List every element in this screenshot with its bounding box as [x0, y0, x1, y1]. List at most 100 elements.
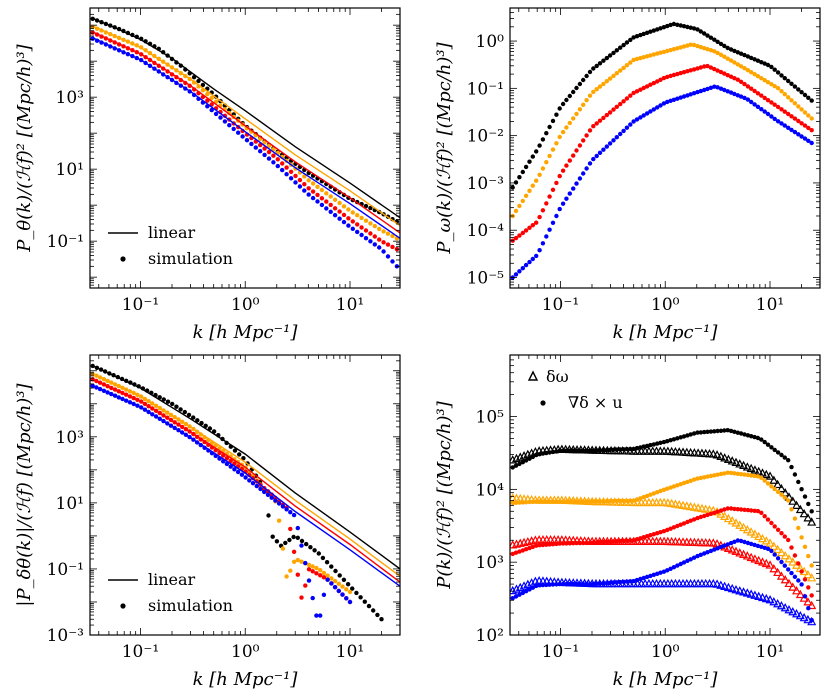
legend: δω ∇δ × u — [527, 367, 623, 412]
dot-point — [544, 542, 549, 547]
dot-point — [802, 544, 808, 549]
sim-point — [90, 16, 95, 21]
sim-point — [128, 380, 133, 385]
omega-point — [517, 175, 522, 180]
dot-point — [735, 471, 740, 476]
omega-point — [718, 69, 724, 75]
dot-point — [607, 580, 613, 585]
dot-point — [728, 428, 734, 434]
omega-point — [742, 52, 747, 58]
dot-point — [728, 506, 734, 511]
omega-point — [685, 69, 690, 74]
sim-point — [157, 395, 162, 400]
sim-point — [310, 181, 316, 186]
sim-point — [253, 145, 258, 150]
dot-point — [523, 589, 529, 594]
dot-point — [597, 448, 603, 453]
dot-point — [537, 543, 542, 548]
sim-point — [152, 60, 157, 66]
sim-point — [130, 53, 135, 59]
dot-point — [607, 447, 613, 453]
dot-point — [577, 540, 583, 546]
sim-point — [144, 388, 150, 393]
dot-point — [530, 454, 535, 460]
sim-point — [390, 244, 395, 250]
sim-point — [202, 439, 207, 445]
dot-point — [510, 596, 515, 601]
sim-point — [350, 219, 355, 224]
omega-point — [523, 193, 529, 198]
dot-point — [738, 507, 744, 512]
dot-point — [772, 486, 777, 492]
x-tick-label: 10⁰ — [651, 295, 680, 315]
triangle-point — [799, 612, 809, 622]
triangle-point — [784, 554, 794, 563]
dot-point — [607, 539, 613, 544]
omega-point — [540, 208, 546, 213]
omega-point — [557, 206, 562, 212]
dot-point — [725, 542, 730, 547]
dot-point — [597, 581, 603, 586]
omega-point — [597, 84, 603, 89]
dot-point — [651, 532, 656, 537]
sim-point — [142, 407, 148, 412]
sim-point — [228, 458, 233, 464]
omega-point — [671, 21, 677, 27]
omega-point — [591, 66, 596, 71]
sim-point — [216, 433, 221, 438]
sim-point — [302, 188, 307, 193]
sim-point — [271, 160, 276, 165]
sim-point — [347, 599, 353, 605]
omega-point — [624, 125, 630, 130]
sim-point — [368, 231, 373, 236]
dot-point — [769, 445, 774, 450]
sim-point — [250, 481, 256, 486]
dot-point — [792, 472, 798, 477]
dot-point — [644, 534, 650, 539]
sim-point — [318, 568, 323, 573]
dot-point — [722, 507, 727, 512]
dot-point — [547, 450, 552, 455]
dot-point — [611, 539, 616, 544]
omega-point — [712, 84, 717, 89]
sim-point — [368, 239, 373, 244]
dot-point — [775, 556, 781, 561]
dot-point — [604, 447, 609, 453]
sim-point — [200, 94, 206, 100]
triangle-point — [723, 454, 733, 464]
y-tick-label: 10¹ — [56, 494, 84, 514]
dot-point — [648, 573, 653, 579]
sim-point — [318, 573, 323, 578]
omega-point — [644, 111, 650, 116]
triangle-point — [754, 531, 764, 541]
omega-point — [661, 75, 667, 81]
dot-point — [577, 448, 583, 453]
dot-point — [718, 471, 724, 477]
omega-point — [560, 201, 566, 206]
dot-point — [749, 508, 754, 513]
omega-point — [728, 90, 734, 95]
omega-point — [735, 62, 740, 67]
sim-point — [147, 50, 153, 56]
omega-point — [796, 87, 801, 92]
sim-point — [112, 46, 117, 51]
dot-point — [618, 498, 623, 504]
triangle-point — [765, 471, 775, 480]
sim-point — [319, 187, 325, 193]
dot-point — [638, 496, 643, 501]
triangle-point — [727, 516, 737, 525]
dot-point — [759, 475, 764, 480]
sim-point — [346, 207, 351, 212]
omega-point — [651, 28, 656, 33]
sim-point — [187, 71, 192, 76]
dot-point — [638, 536, 643, 541]
dot-point — [661, 487, 667, 492]
dot-point — [560, 499, 566, 504]
omega-point — [564, 163, 569, 168]
y-tick-label: 10¹ — [56, 160, 84, 180]
dot-point — [594, 448, 599, 453]
sim-point — [299, 559, 304, 564]
sim-point — [274, 539, 280, 544]
triangle-point — [746, 527, 756, 536]
omega-point — [520, 266, 525, 271]
